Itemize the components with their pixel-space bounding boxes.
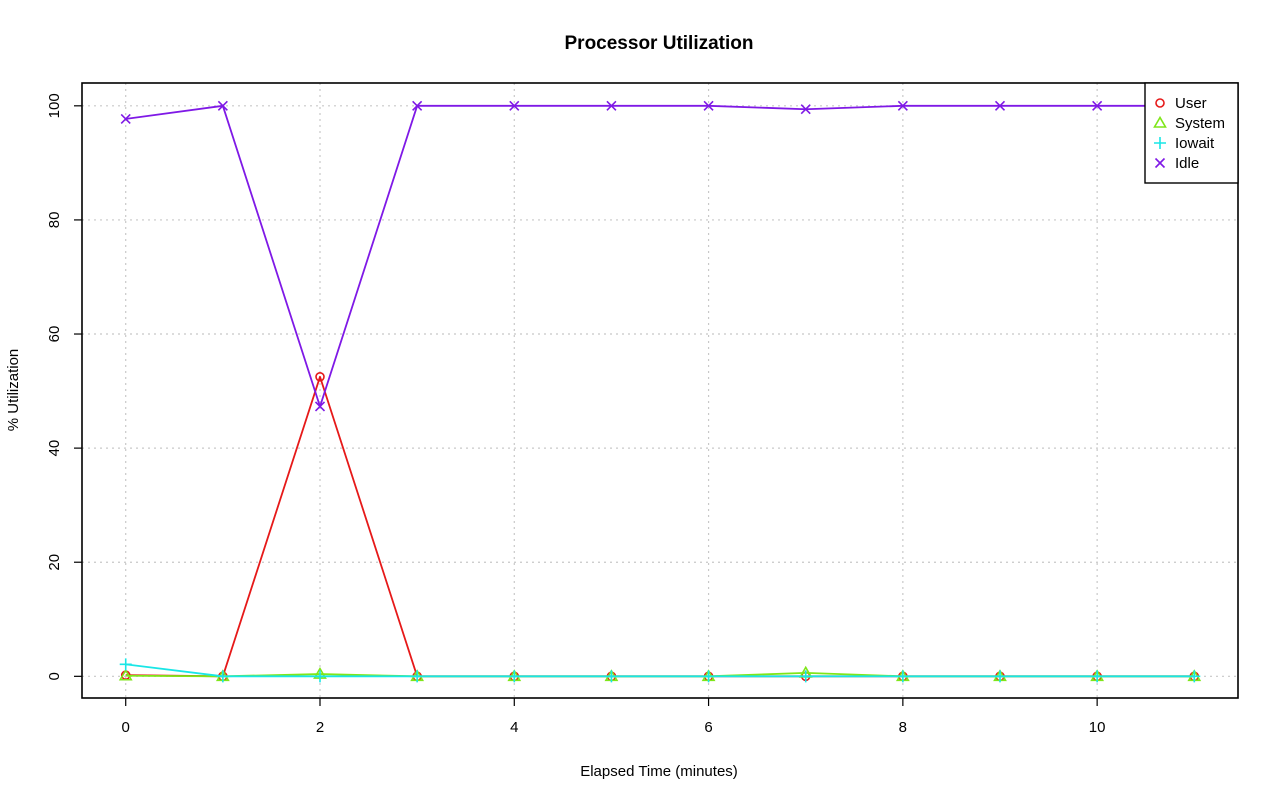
series-line-iowait [125,663,1195,678]
series-iowait [119,658,1201,683]
legend-item-idle: Idle [1154,155,1199,172]
data-point-user [315,372,325,382]
data-point-idle [1092,100,1103,111]
data-point-iowait [314,670,326,683]
data-point-iowait [1091,670,1104,683]
data-point-iowait [119,658,132,671]
data-point-idle [994,100,1006,111]
data-point-idle [120,113,131,125]
legend-item-system: System [1153,115,1225,132]
legend-marker-user [1155,98,1165,108]
data-point-iowait [1188,670,1201,683]
y-tick-label: 40 [46,440,63,457]
x-tick-label: 8 [899,719,907,736]
y-tick-label: 20 [46,554,63,571]
y-tick-label: 100 [46,93,63,118]
legend-marker-idle [1154,157,1166,169]
data-point-idle [897,100,908,111]
x-tick-label: 6 [704,719,712,736]
y-tick-label: 0 [46,672,63,680]
series-group [118,100,1202,683]
x-tick-label: 4 [510,719,518,736]
series-system [118,665,1202,682]
y-axis-label: % Utilization [5,349,22,432]
data-point-iowait [702,670,715,683]
series-idle [120,100,1200,412]
data-point-idle [314,401,326,412]
data-point-idle [412,100,423,111]
plot-frame [81,82,1239,699]
data-point-iowait [605,670,618,683]
legend-label-idle: Idle [1175,155,1199,172]
legend-item-user: User [1155,95,1207,112]
x-tick-label: 2 [316,719,324,736]
data-point-iowait [799,670,812,683]
series-line-user [125,375,1195,678]
data-point-system [118,668,133,681]
series-user [120,372,1200,682]
data-point-idle [703,100,714,111]
data-point-iowait [216,670,229,683]
legend-label-system: System [1175,115,1225,132]
data-point-iowait [896,670,909,683]
grid [82,83,1238,698]
data-point-iowait [508,670,521,683]
data-point-idle [800,104,811,115]
y-tick-label: 80 [46,212,63,229]
data-point-idle [606,100,617,111]
chart-title: Processor Utilization [565,33,754,54]
data-point-idle [509,100,520,111]
x-axis-label: Elapsed Time (minutes) [580,763,738,780]
data-point-iowait [994,670,1006,683]
x-tick-label: 10 [1089,719,1106,736]
x-tick-label: 0 [122,719,130,736]
legend-marker-system [1153,115,1167,128]
legend-marker-iowait [1154,137,1166,149]
legend: User System Iowait Idle [1144,82,1239,184]
y-tick-label: 60 [46,326,63,343]
data-point-idle [217,100,228,111]
legend-label-iowait: Iowait [1175,135,1215,152]
data-point-iowait [411,670,424,683]
legend-item-iowait: Iowait [1154,135,1215,152]
series-line-idle [125,104,1195,408]
legend-label-user: User [1175,95,1207,112]
